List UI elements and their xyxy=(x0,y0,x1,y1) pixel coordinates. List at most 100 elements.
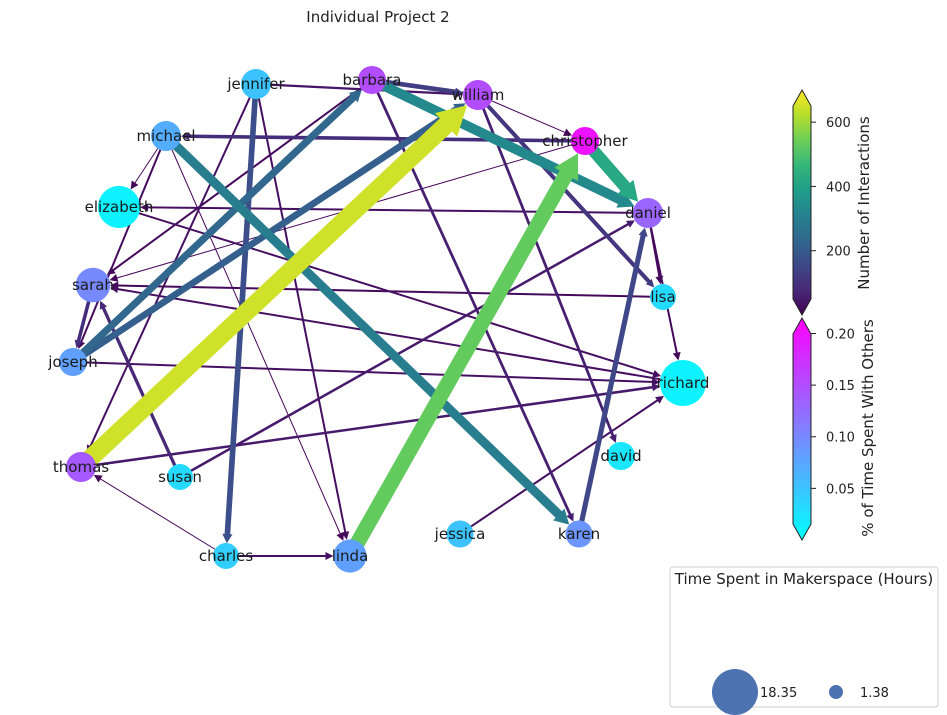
edge-arrowhead xyxy=(336,531,344,541)
edge-michael-karen xyxy=(161,131,570,525)
edge-line xyxy=(254,82,457,95)
node-label-david: david xyxy=(600,447,641,465)
node-label-christopher: christopher xyxy=(542,132,628,150)
chart-title: Individual Project 2 xyxy=(306,8,449,26)
edge-line xyxy=(187,134,587,143)
edge-arrowhead xyxy=(616,191,635,208)
edge-arrowhead xyxy=(109,274,119,282)
node-label-karen: karen xyxy=(558,525,600,543)
size-legend-marker-large xyxy=(712,669,758,715)
node-charles xyxy=(213,543,239,569)
edge-michael-linda xyxy=(165,135,344,541)
node-elizabeth xyxy=(97,185,141,229)
edge-arrowhead xyxy=(341,531,350,540)
edge-arrowhead xyxy=(566,512,574,522)
node-label-richard: richard xyxy=(657,374,710,392)
node-joseph xyxy=(58,347,88,377)
node-karen xyxy=(565,520,593,548)
edge-arrowhead xyxy=(645,278,655,288)
edge-arrowhead xyxy=(110,285,119,294)
edge-arrowhead xyxy=(454,87,464,96)
edge-barbara-daniel xyxy=(367,75,635,208)
edge-arrowhead xyxy=(325,552,334,560)
node-label-charles: charles xyxy=(199,547,254,565)
edge-charles-linda xyxy=(225,552,334,560)
edge-joseph-barbara xyxy=(69,89,362,366)
node-label-jennifer: jennifer xyxy=(226,75,285,93)
edge-william-david xyxy=(476,93,617,443)
time-colorbar-tick-label: 0.20 xyxy=(826,327,855,342)
edge-charles-thomas xyxy=(93,474,227,557)
time-colorbar-bar xyxy=(792,316,812,542)
edge-arrowhead xyxy=(563,128,573,136)
node-richard xyxy=(660,360,706,406)
node-label-lisa: lisa xyxy=(650,288,675,306)
size-legend: Time Spent in Makerspace (Hours) 18.35 1… xyxy=(669,566,939,715)
nodes-layer xyxy=(58,65,706,573)
edge-line xyxy=(178,223,630,479)
time-colorbar-tick-label: 0.15 xyxy=(826,379,855,394)
edge-jennifer-linda xyxy=(255,83,350,540)
node-william xyxy=(463,80,493,110)
node-thomas xyxy=(66,452,96,482)
edges-layer xyxy=(69,75,684,564)
edge-line xyxy=(147,206,649,214)
interactions-colorbar: 200 400 600 Number of Interactions xyxy=(792,88,873,317)
interactions-colorbar-tick-label: 400 xyxy=(826,180,851,195)
edge-arrowhead xyxy=(652,369,662,378)
edge-jessica-richard xyxy=(459,395,664,535)
interactions-colorbar-bar xyxy=(792,88,812,317)
node-michael xyxy=(151,121,181,151)
node-label-sarah: sarah xyxy=(72,276,114,294)
edge-line xyxy=(576,233,646,537)
edge-richard-sarah xyxy=(110,285,684,384)
node-barbara xyxy=(357,65,387,95)
edge-arrowhead xyxy=(626,220,635,228)
node-label-thomas: thomas xyxy=(53,458,109,476)
edge-line xyxy=(69,93,357,366)
edge-arrowhead xyxy=(655,275,664,285)
edge-arrowhead xyxy=(554,153,579,182)
edge-susan-daniel xyxy=(178,220,635,479)
node-label-elizabeth: elizabeth xyxy=(85,198,154,216)
edge-line xyxy=(100,478,227,557)
edge-arrowhead xyxy=(222,533,233,544)
edge-line xyxy=(80,135,167,343)
edge-arrowhead xyxy=(651,377,661,386)
size-legend-value-large: 18.35 xyxy=(760,686,797,701)
edge-line xyxy=(72,361,654,383)
node-label-william: william xyxy=(452,86,505,104)
edge-arrowhead xyxy=(672,351,681,361)
edge-arrowhead xyxy=(130,180,139,190)
edge-line xyxy=(342,166,574,564)
edge-arrowhead xyxy=(616,179,639,202)
edge-line xyxy=(165,135,341,534)
node-label-linda: linda xyxy=(332,547,369,565)
edge-line xyxy=(459,399,659,535)
time-colorbar-tick-label: 0.10 xyxy=(826,431,855,446)
edge-arrowhead xyxy=(93,474,103,483)
node-label-michael: michael xyxy=(136,127,195,145)
node-sarah xyxy=(75,267,111,303)
node-daniel xyxy=(633,198,663,228)
edge-line xyxy=(476,93,615,437)
time-colorbar-tick-label: 0.05 xyxy=(826,482,855,497)
edge-karen-daniel xyxy=(576,227,648,537)
edge-line xyxy=(79,386,654,469)
edge-line xyxy=(255,83,347,533)
node-susan xyxy=(167,464,193,490)
edge-thomas-william xyxy=(72,105,468,476)
interactions-colorbar-tick-label: 600 xyxy=(826,116,851,131)
edge-line xyxy=(72,115,456,476)
edge-linda-christopher xyxy=(342,153,579,564)
edge-arrowhead xyxy=(180,132,190,141)
node-label-daniel: daniel xyxy=(625,204,671,222)
node-jessica xyxy=(446,520,474,548)
edge-line xyxy=(367,75,626,205)
node-label-barbara: barbara xyxy=(343,71,402,89)
node-labels-layer: jennifer barbara william christopher michael… xyxy=(47,71,709,565)
edge-line xyxy=(116,288,684,384)
edge-thomas-richard xyxy=(79,383,661,469)
edge-line xyxy=(161,131,564,520)
edge-arrowhead xyxy=(99,300,108,310)
